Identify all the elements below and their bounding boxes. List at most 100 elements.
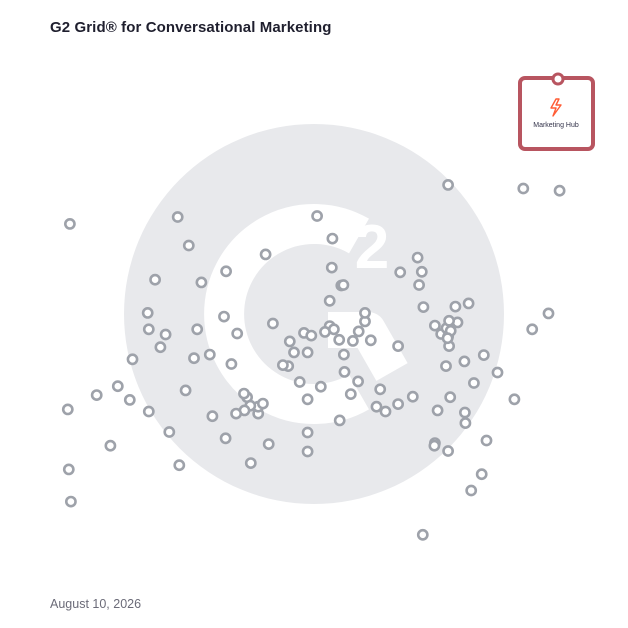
data-point[interactable] [428, 439, 441, 452]
data-point[interactable] [163, 426, 176, 438]
data-point[interactable] [449, 300, 462, 313]
data-point[interactable] [517, 182, 530, 195]
data-point[interactable] [231, 327, 244, 340]
data-point[interactable] [352, 325, 365, 338]
data-point[interactable] [293, 376, 306, 388]
data-point[interactable] [508, 393, 521, 406]
data-point[interactable] [364, 334, 377, 347]
data-point[interactable] [542, 307, 555, 320]
data-point[interactable] [379, 405, 392, 418]
data-point[interactable] [142, 323, 155, 336]
data-point[interactable] [442, 178, 454, 191]
data-point[interactable] [191, 323, 204, 336]
data-point[interactable] [203, 348, 216, 361]
data-point[interactable] [179, 384, 192, 397]
data-point[interactable] [442, 445, 454, 457]
data-point[interactable] [230, 407, 242, 420]
data-point[interactable] [276, 359, 289, 371]
data-point[interactable] [154, 341, 167, 354]
data-point[interactable] [428, 319, 441, 332]
data-point[interactable] [394, 266, 407, 279]
data-point[interactable] [553, 184, 566, 197]
data-point[interactable] [475, 468, 488, 481]
data-point[interactable] [159, 328, 172, 341]
data-point[interactable] [111, 380, 124, 393]
data-point[interactable] [123, 393, 136, 406]
data-point[interactable] [266, 317, 279, 330]
data-point[interactable] [337, 348, 350, 361]
data-point[interactable] [374, 383, 387, 396]
data-point[interactable] [465, 484, 478, 497]
data-point[interactable] [301, 445, 314, 458]
data-point[interactable] [458, 355, 471, 368]
data-point[interactable] [219, 432, 232, 445]
data-point[interactable] [90, 389, 103, 401]
data-point[interactable] [467, 377, 480, 389]
data-point[interactable] [459, 417, 472, 429]
data-point[interactable] [431, 404, 444, 417]
highlight-product-point[interactable] [551, 72, 565, 86]
highlight-product-card[interactable]: Marketing Hub [518, 72, 595, 151]
data-point[interactable] [64, 217, 76, 230]
data-point[interactable] [477, 349, 490, 361]
data-point[interactable] [415, 265, 428, 278]
data-point[interactable] [333, 414, 346, 427]
data-point[interactable] [326, 232, 339, 245]
data-point[interactable] [337, 279, 350, 291]
data-point[interactable] [325, 261, 338, 274]
data-point[interactable] [392, 340, 404, 352]
data-point[interactable] [104, 439, 117, 452]
data-point[interactable] [173, 459, 186, 472]
data-point[interactable] [311, 210, 323, 222]
data-point[interactable] [443, 314, 455, 327]
data-point[interactable] [338, 365, 351, 378]
data-point[interactable] [526, 323, 539, 336]
data-point[interactable] [346, 334, 359, 347]
data-point[interactable] [195, 276, 208, 289]
data-point[interactable] [262, 438, 275, 450]
data-point[interactable] [441, 332, 454, 345]
data-point[interactable] [444, 391, 457, 404]
data-point[interactable] [305, 329, 318, 342]
data-point[interactable] [370, 400, 383, 413]
data-point[interactable] [411, 251, 424, 264]
data-point[interactable] [126, 353, 139, 366]
data-point[interactable] [301, 426, 314, 439]
data-point[interactable] [416, 528, 429, 541]
data-point[interactable] [413, 279, 425, 291]
data-point[interactable] [301, 393, 314, 406]
data-point[interactable] [288, 346, 300, 359]
data-point[interactable] [352, 375, 364, 388]
data-point[interactable] [244, 457, 257, 469]
data-point[interactable] [458, 406, 471, 419]
data-point[interactable] [333, 333, 346, 346]
data-point[interactable] [406, 390, 419, 403]
data-point[interactable] [149, 273, 161, 286]
data-point[interactable] [238, 387, 250, 400]
data-point[interactable] [65, 495, 77, 508]
data-point[interactable] [141, 306, 154, 319]
data-point[interactable] [256, 397, 269, 410]
data-point[interactable] [188, 352, 200, 365]
data-point[interactable] [480, 434, 493, 447]
data-point[interactable] [225, 358, 238, 370]
data-point[interactable] [392, 398, 404, 410]
data-point[interactable] [218, 310, 230, 323]
data-point[interactable] [323, 294, 336, 307]
data-point[interactable] [462, 297, 475, 310]
data-point[interactable] [327, 323, 340, 336]
data-point[interactable] [206, 410, 219, 423]
data-point[interactable] [314, 380, 327, 393]
data-point[interactable] [440, 360, 452, 372]
data-point[interactable] [182, 239, 195, 252]
data-point[interactable] [417, 301, 430, 313]
data-point[interactable] [359, 306, 371, 319]
data-point[interactable] [62, 463, 75, 476]
data-point[interactable] [283, 335, 296, 348]
data-point[interactable] [344, 388, 357, 400]
data-point[interactable] [220, 265, 232, 278]
data-point[interactable] [142, 405, 155, 418]
data-point[interactable] [491, 366, 504, 379]
data-point[interactable] [61, 403, 74, 416]
data-point[interactable] [171, 211, 184, 223]
